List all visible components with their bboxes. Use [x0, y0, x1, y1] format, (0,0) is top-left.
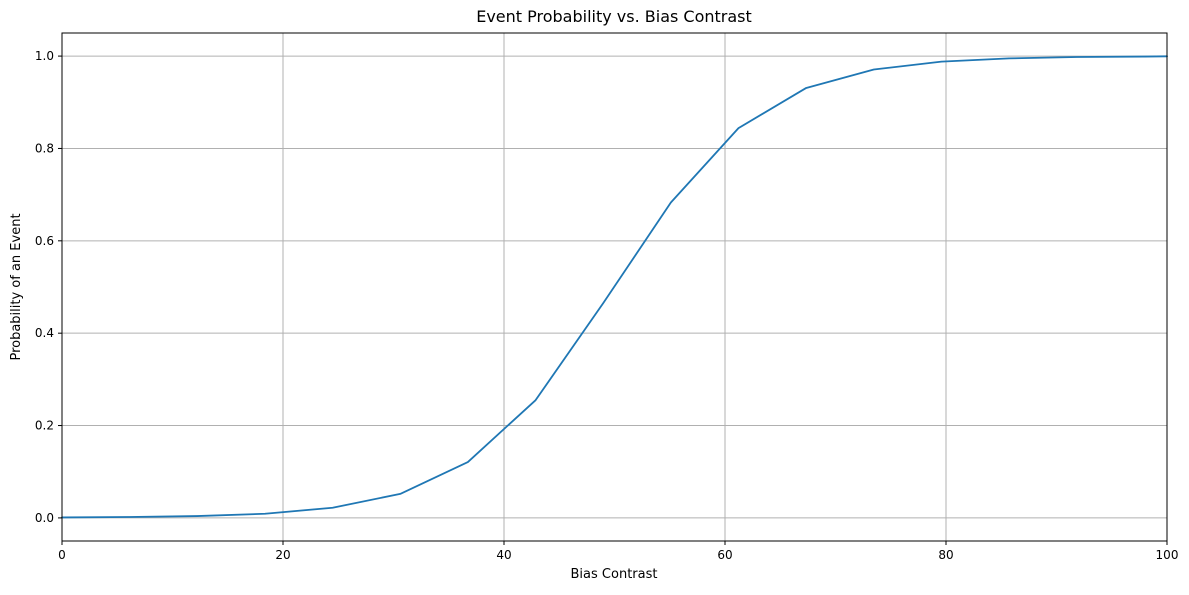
series-line — [61, 55, 1168, 519]
x-tick-label: 60 — [717, 548, 732, 562]
y-tick-label: 0.6 — [35, 234, 54, 248]
y-axis-label: Probability of an Event — [9, 213, 24, 360]
y-tick-label: 0.2 — [35, 419, 54, 433]
plot-frame — [61, 32, 1168, 542]
y-tick-label: 0.8 — [35, 141, 54, 155]
x-tick-label: 40 — [496, 548, 511, 562]
y-tick-label: 0.0 — [35, 511, 54, 525]
y-axis-ticks: 0.0 0.2 0.4 0.6 0.8 1.0 — [35, 49, 62, 525]
chart-title: Event Probability vs. Bias Contrast — [476, 7, 752, 26]
x-axis-ticks: 0 20 40 60 80 100 — [58, 541, 1178, 562]
x-tick-label: 20 — [275, 548, 290, 562]
y-tick-label: 1.0 — [35, 49, 54, 63]
x-tick-label: 80 — [938, 548, 953, 562]
x-axis-label: Bias Contrast — [571, 567, 658, 582]
series-layer — [61, 55, 1168, 519]
x-tick-label: 100 — [1156, 548, 1179, 562]
x-tick-label: 0 — [58, 548, 66, 562]
y-tick-label: 0.4 — [35, 326, 54, 340]
